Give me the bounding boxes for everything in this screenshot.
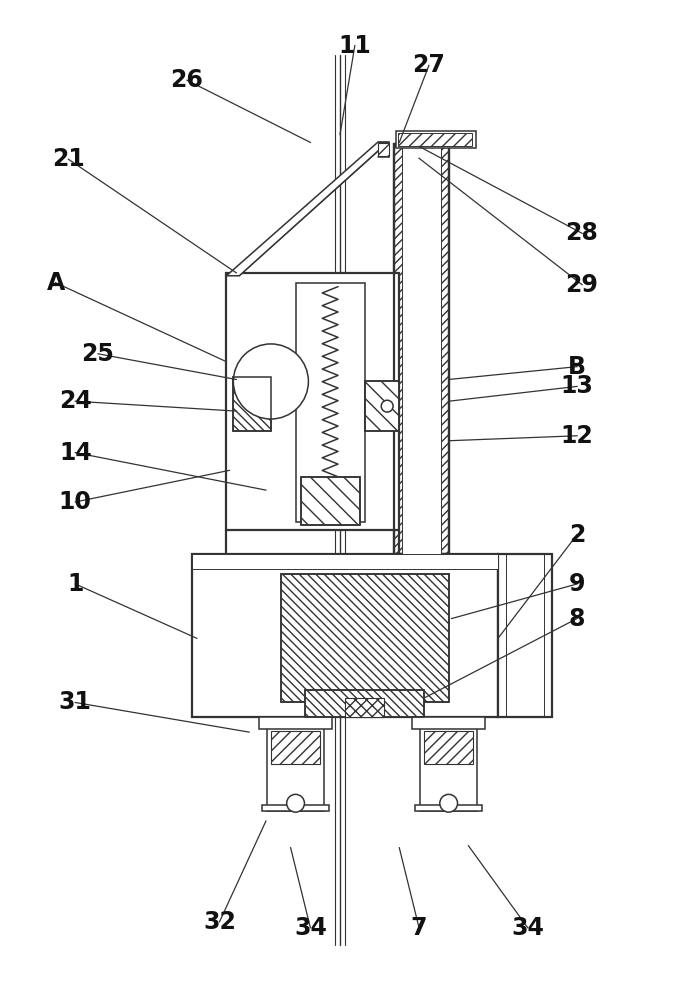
Bar — [233, 377, 271, 431]
Bar — [396, 131, 476, 148]
Text: 26: 26 — [170, 68, 203, 92]
Circle shape — [286, 794, 304, 812]
Bar — [402, 144, 441, 554]
Bar — [301, 477, 360, 525]
Bar — [267, 717, 324, 811]
Bar — [295, 283, 365, 522]
Bar — [345, 698, 385, 717]
Text: 10: 10 — [59, 490, 91, 514]
Bar — [192, 554, 498, 717]
Circle shape — [381, 400, 393, 412]
Text: 21: 21 — [52, 147, 85, 171]
Bar — [365, 381, 399, 431]
Text: 11: 11 — [338, 34, 371, 58]
Bar — [281, 574, 449, 702]
Bar — [281, 574, 449, 702]
Bar — [306, 690, 424, 717]
Bar — [233, 377, 271, 431]
Text: 27: 27 — [413, 53, 445, 77]
Polygon shape — [226, 142, 387, 276]
Text: 13: 13 — [561, 374, 593, 398]
Text: 29: 29 — [565, 273, 599, 297]
Text: 2: 2 — [569, 523, 585, 547]
Bar — [498, 554, 552, 717]
Text: 9: 9 — [569, 572, 585, 596]
Text: 28: 28 — [565, 221, 599, 245]
Bar — [415, 805, 482, 811]
Bar — [394, 144, 449, 554]
Bar — [398, 133, 473, 146]
Text: 34: 34 — [512, 916, 544, 940]
Bar — [259, 717, 332, 729]
Bar — [412, 717, 485, 729]
Text: 12: 12 — [561, 424, 593, 448]
Bar — [378, 143, 389, 156]
Text: 25: 25 — [82, 342, 115, 366]
Bar — [394, 144, 449, 554]
Text: B: B — [568, 355, 586, 379]
Bar — [271, 731, 321, 764]
Text: 1: 1 — [67, 572, 83, 596]
Bar — [424, 731, 473, 764]
Text: 31: 31 — [59, 690, 91, 714]
Bar — [306, 690, 424, 717]
Bar — [365, 381, 399, 431]
Bar — [420, 717, 477, 811]
Text: 7: 7 — [411, 916, 428, 940]
Text: 8: 8 — [569, 607, 585, 631]
Text: 32: 32 — [203, 910, 236, 934]
Circle shape — [440, 794, 458, 812]
Bar — [192, 554, 498, 569]
Text: 14: 14 — [59, 441, 91, 465]
Text: 24: 24 — [59, 389, 91, 413]
Bar — [301, 477, 360, 525]
Bar — [262, 805, 329, 811]
Text: A: A — [46, 271, 65, 295]
Bar — [226, 273, 399, 530]
Text: 34: 34 — [294, 916, 327, 940]
Circle shape — [233, 344, 308, 419]
